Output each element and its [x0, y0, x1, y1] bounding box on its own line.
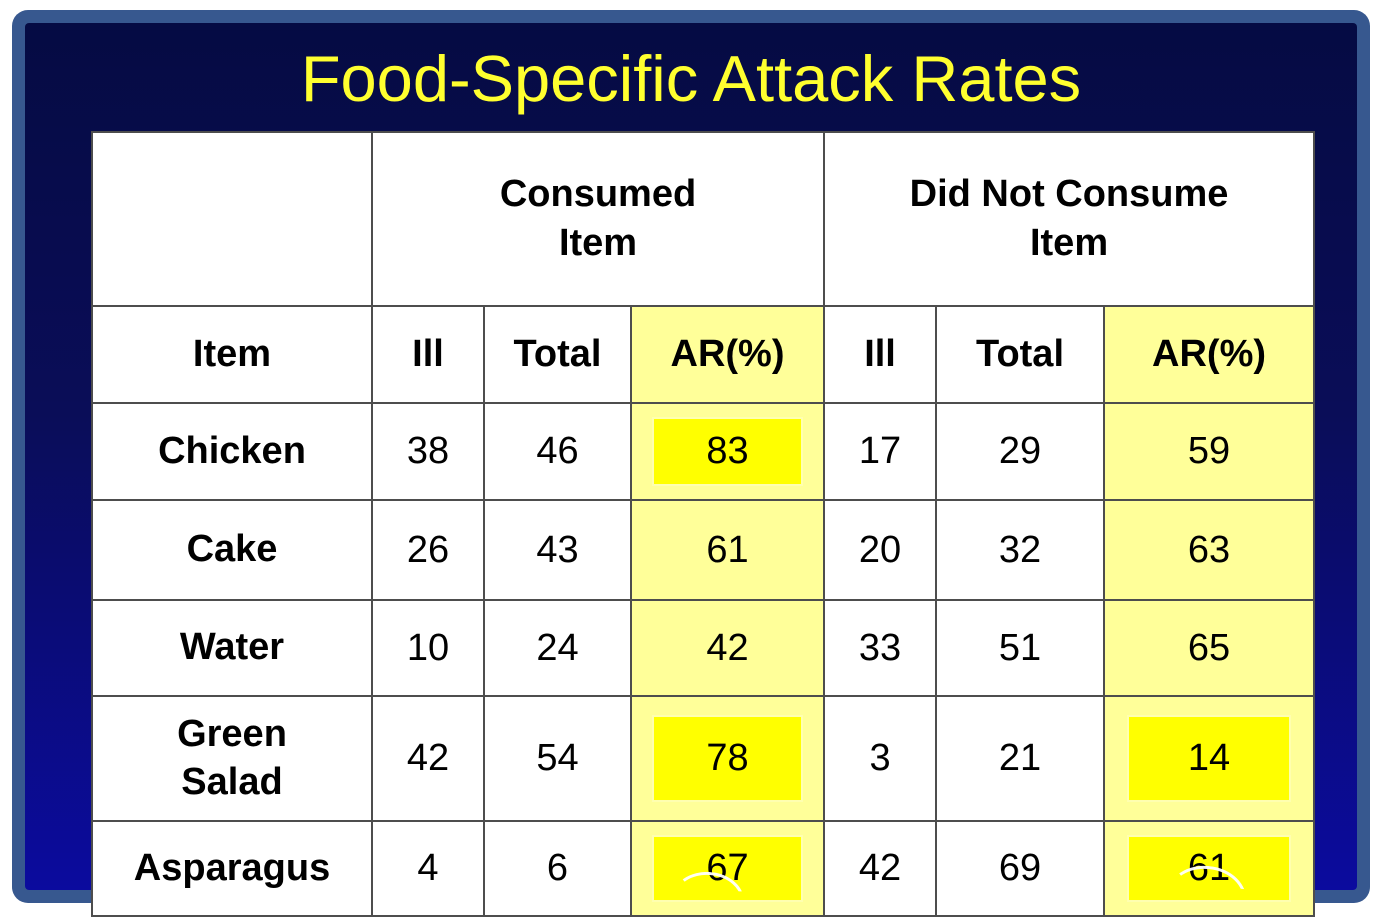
ill-not-consumed-value: 42 — [823, 820, 938, 917]
total-not-consumed-value: 69 — [935, 820, 1106, 917]
group-header-consumed: Consumed Item — [370, 131, 826, 307]
item-label: Green Salad — [91, 695, 373, 822]
total-consumed-value: 43 — [483, 499, 632, 601]
item-label: Cake — [91, 499, 373, 601]
group-header-did-not-consume: Did Not Consume Item — [823, 131, 1316, 307]
table-row-asparagus: Asparagus 4 6 67 42 69 61 — [91, 820, 1316, 917]
ar-consumed-value: 83 — [629, 402, 826, 501]
ar-consumed-value: 42 — [629, 599, 826, 697]
slide-background: Food-Specific Attack Rates Consumed Item… — [25, 23, 1357, 917]
ar-consumed-value: 78 — [629, 695, 826, 822]
ar-consumed-value: 61 — [629, 499, 826, 601]
group-header-row: Consumed Item Did Not Consume Item — [91, 131, 1316, 307]
total-not-consumed-value: 21 — [935, 695, 1106, 822]
table-row-green-salad: Green Salad 42 54 78 3 21 14 — [91, 695, 1316, 822]
total-not-consumed-value: 29 — [935, 402, 1106, 501]
total-consumed-value: 6 — [483, 820, 632, 917]
column-header-ill-consumed: Ill — [371, 305, 485, 404]
ar-not-consumed-value: 14 — [1103, 695, 1316, 822]
total-consumed-value: 54 — [483, 695, 632, 822]
ar-consumed-value: 67 — [629, 820, 826, 917]
column-header-total-consumed: Total — [483, 305, 632, 404]
column-header-ar-not-consumed: AR(%) — [1103, 305, 1316, 404]
column-header-ill-not-consumed: Ill — [823, 305, 938, 404]
column-header-item: Item — [91, 305, 373, 404]
ill-not-consumed-value: 20 — [823, 499, 938, 601]
ill-consumed-value: 38 — [371, 402, 485, 501]
ill-not-consumed-value: 3 — [823, 695, 938, 822]
table-row-chicken: Chicken 38 46 83 17 29 59 — [91, 402, 1316, 501]
ill-not-consumed-value: 33 — [823, 599, 938, 697]
corner-cell — [91, 131, 373, 307]
column-header-total-not-consumed: Total — [935, 305, 1106, 404]
ill-consumed-value: 42 — [371, 695, 485, 822]
ar-not-consumed-value: 63 — [1103, 499, 1316, 601]
item-label: Water — [91, 599, 373, 697]
ill-consumed-value: 4 — [371, 820, 485, 917]
item-label: Chicken — [91, 402, 373, 501]
ill-consumed-value: 10 — [371, 599, 485, 697]
total-consumed-value: 46 — [483, 402, 632, 501]
ar-not-consumed-value: 59 — [1103, 402, 1316, 501]
ar-not-consumed-value: 61 — [1103, 820, 1316, 917]
total-not-consumed-value: 51 — [935, 599, 1106, 697]
total-consumed-value: 24 — [483, 599, 632, 697]
attack-rates-table: Consumed Item Did Not Consume Item Item … — [91, 131, 1316, 917]
page-title: Food-Specific Attack Rates — [300, 42, 1082, 115]
ill-consumed-value: 26 — [371, 499, 485, 601]
column-header-row: Item Ill Total AR(%) Ill Total AR(%) — [91, 305, 1316, 404]
table-row-cake: Cake 26 43 61 20 32 63 — [91, 499, 1316, 601]
slide-frame: Food-Specific Attack Rates Consumed Item… — [12, 10, 1370, 917]
item-label: Asparagus — [91, 820, 373, 917]
table-row-water: Water 10 24 42 33 51 65 — [91, 599, 1316, 697]
total-not-consumed-value: 32 — [935, 499, 1106, 601]
ill-not-consumed-value: 17 — [823, 402, 938, 501]
ar-not-consumed-value: 65 — [1103, 599, 1316, 697]
column-header-ar-consumed: AR(%) — [629, 305, 826, 404]
